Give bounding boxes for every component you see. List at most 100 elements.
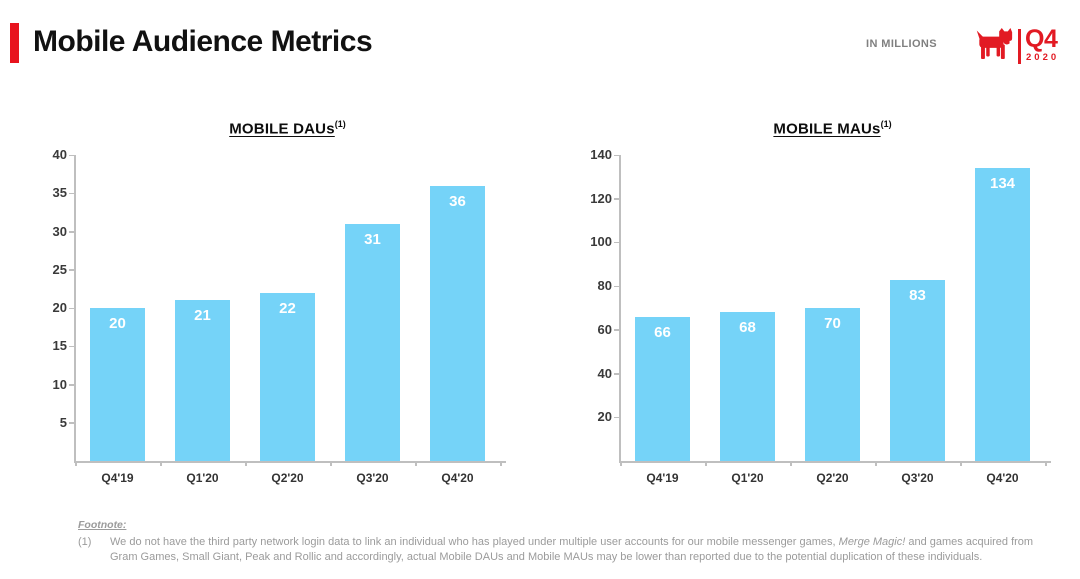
x-axis-category-label: Q4'20 <box>986 471 1019 485</box>
bar-value-label: 66 <box>654 323 671 341</box>
bar-Q1'20: 68 <box>720 312 775 461</box>
y-axis-tick-label: 25 <box>52 261 67 277</box>
footnote-text-before: We do not have the third party network l… <box>110 536 839 548</box>
bar-value-label: 70 <box>824 315 841 332</box>
footnote-text-italic: Merge Magic! <box>838 536 906 548</box>
footnote-text: We do not have the third party network l… <box>110 535 1035 565</box>
footnote-marker: (1) <box>78 536 92 548</box>
x-axis-category-label: Q4'19 <box>101 471 134 485</box>
x-axis-tick-mark <box>875 461 877 466</box>
chart-mobile-daus: MOBILE DAUs(1) 5 10 15 20 25 30 35 40 20 Q4'19 21 Q… <box>40 119 520 514</box>
x-axis-tick-mark <box>415 461 417 466</box>
y-axis-tick-mark <box>69 345 75 348</box>
y-axis-tick-mark <box>69 384 75 386</box>
title-accent-bar <box>10 23 19 63</box>
footnote-text-after: and games acquired from Gram Games, Smal… <box>110 536 1034 563</box>
x-axis-tick-mark <box>160 461 162 466</box>
footnote-ref-icon: (1) <box>334 119 346 129</box>
brand-year: 2020 <box>1026 52 1060 63</box>
y-axis-tick-label: 30 <box>52 223 67 239</box>
y-axis-tick-mark <box>614 373 620 375</box>
bar-Q3'20: 31 <box>345 223 400 461</box>
y-axis-tick-mark <box>69 269 75 271</box>
y-axis-tick-label: 140 <box>590 147 612 162</box>
y-axis-tick-label: 10 <box>52 376 67 392</box>
chart-title-maus: MOBILE MAUs(1) <box>620 119 1045 138</box>
x-axis-tick-mark <box>245 461 247 466</box>
y-axis-tick-label: 15 <box>52 338 67 354</box>
bar-Q4'19: 66 <box>635 316 690 461</box>
y-axis-tick-label: 20 <box>52 300 67 315</box>
x-axis-line <box>619 461 1051 463</box>
bar-Q2'20: 22 <box>260 292 315 461</box>
bar-value-label: 83 <box>909 286 926 304</box>
bar-Q4'20: 134 <box>975 168 1030 461</box>
y-axis-tick-mark <box>614 198 620 200</box>
y-axis-tick-mark <box>614 241 620 244</box>
y-axis-tick-mark <box>69 192 75 195</box>
x-axis-tick-mark <box>790 461 792 466</box>
y-axis-tick-mark <box>614 329 620 331</box>
y-axis-tick-label: 100 <box>590 234 612 250</box>
x-axis-line <box>74 461 506 463</box>
plot-area-maus: 20 40 60 80 100 120 140 66 Q4'19 68 Q1'20 70 Q2'20 83… <box>590 147 1051 485</box>
bar-Q3'20: 83 <box>890 279 945 461</box>
bar-value-label: 20 <box>109 315 126 332</box>
x-axis-tick-mark <box>330 461 332 466</box>
x-axis-category-label: Q4'20 <box>441 471 474 485</box>
y-axis-tick-mark <box>69 154 75 156</box>
x-axis-category-label: Q1'20 <box>186 471 219 485</box>
bar-value-label: 22 <box>279 299 296 317</box>
zynga-dog-icon <box>975 27 1013 60</box>
y-axis-tick-mark <box>614 416 620 419</box>
page-title: Mobile Audience Metrics <box>33 25 373 58</box>
bar-Q1'20: 21 <box>175 300 230 461</box>
y-axis-tick-label: 35 <box>52 185 67 201</box>
y-axis-tick-mark <box>614 285 620 288</box>
y-axis-tick-label: 5 <box>59 414 67 430</box>
y-axis-tick-label: 40 <box>52 147 67 162</box>
x-axis-category-label: Q2'20 <box>816 471 849 485</box>
bar-Q2'20: 70 <box>805 308 860 461</box>
plot-area-daus: 5 10 15 20 25 30 35 40 20 Q4'19 21 Q1'20 22 Q2'20 31 Q3… <box>53 147 506 485</box>
x-axis-tick-mark <box>75 461 77 466</box>
y-axis-tick-label: 120 <box>590 190 612 206</box>
x-axis-tick-mark <box>1045 461 1047 466</box>
bar-Q4'20: 36 <box>430 185 485 461</box>
x-axis-category-label: Q3'20 <box>901 471 934 485</box>
y-axis-tick-mark <box>614 154 620 156</box>
bar-value-label: 31 <box>364 230 381 248</box>
brand-divider <box>1018 29 1021 64</box>
bar-value-label: 134 <box>989 175 1016 193</box>
x-axis-tick-mark <box>500 461 502 466</box>
units-label: IN MILLIONS <box>866 38 938 50</box>
x-axis-category-label: Q4'19 <box>646 471 679 485</box>
y-axis-tick-label: 80 <box>597 278 612 294</box>
footnote-label: Footnote: <box>78 519 127 531</box>
x-axis-category-label: Q3'20 <box>356 471 389 485</box>
y-axis-tick-label: 20 <box>597 409 612 425</box>
y-axis-tick-mark <box>69 422 75 424</box>
brand-quarter: Q4 <box>1025 25 1058 53</box>
y-axis-tick-mark <box>69 307 75 309</box>
y-axis-tick-label: 60 <box>597 321 612 337</box>
bar-value-label: 68 <box>739 319 756 337</box>
y-axis-line <box>619 155 621 463</box>
footnote-body: (1) We do not have the third party networ… <box>78 535 1058 565</box>
bar-value-label: 36 <box>449 192 466 210</box>
bar-Q4'19: 20 <box>90 308 145 461</box>
chart-title-daus: MOBILE DAUs(1) <box>75 119 500 138</box>
y-axis-tick-label: 40 <box>597 365 612 381</box>
y-axis-line <box>74 155 76 463</box>
footnote: Footnote: (1) We do not have the third pa… <box>78 519 1058 565</box>
x-axis-tick-mark <box>960 461 962 466</box>
x-axis-tick-mark <box>620 461 622 466</box>
chart-mobile-maus: MOBILE MAUs(1) 20 40 60 80 100 120 140 66 Q4'19 6… <box>585 119 1075 514</box>
x-axis-category-label: Q1'20 <box>731 471 764 485</box>
y-axis-tick-mark <box>69 231 75 233</box>
x-axis-category-label: Q2'20 <box>271 471 304 485</box>
chart-title-text: MOBILE MAUs <box>773 120 881 138</box>
footnote-ref-icon: (1) <box>880 119 892 129</box>
chart-title-text: MOBILE DAUs <box>229 120 335 138</box>
